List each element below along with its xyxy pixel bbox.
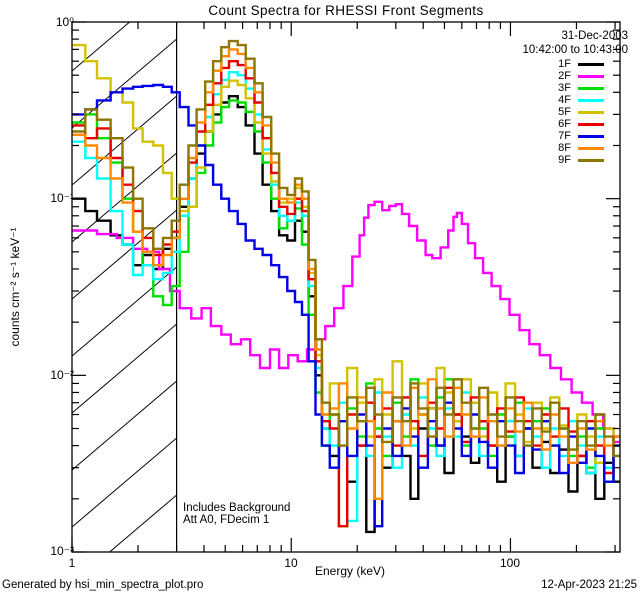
legend-item-6f: 6F — [551, 118, 604, 130]
legend-label: 9F — [558, 154, 571, 166]
axis-ticks — [71, 21, 620, 553]
legend-color-swatch — [578, 98, 604, 102]
legend-label: 4F — [558, 94, 571, 106]
legend-item-5f: 5F — [551, 106, 604, 118]
legend-color-swatch — [578, 134, 604, 138]
series-9F — [72, 39, 620, 458]
plot-title: Count Spectra for RHESSI Front Segments — [208, 3, 484, 18]
legend-label: 6F — [558, 118, 571, 130]
legend-color-swatch — [578, 74, 604, 78]
legend-item-4f: 4F — [551, 94, 604, 106]
legend-label: 1F — [558, 58, 571, 70]
plot-border — [71, 21, 621, 553]
legend-item-1f: 1F — [551, 58, 604, 70]
legend-label: 8F — [558, 142, 571, 154]
legend-color-swatch — [578, 62, 604, 66]
y-tick-label-1e-2: 10⁻² — [50, 368, 74, 382]
render-timestamp: 12-Apr-2023 21:25 — [541, 579, 637, 591]
legend-label: 3F — [558, 82, 571, 94]
legend-color-swatch — [578, 110, 604, 114]
legend-item-9f: 9F — [551, 154, 604, 166]
x-tick-label-10: 10 — [284, 556, 298, 570]
legend-color-swatch — [578, 86, 604, 90]
legend-item-7f: 7F — [551, 130, 604, 142]
legend-color-swatch — [578, 146, 604, 150]
legend-item-2f: 2F — [551, 70, 604, 82]
series-group — [72, 39, 620, 534]
legend-item-3f: 3F — [551, 82, 604, 94]
legend-label: 5F — [558, 106, 571, 118]
legend-label: 7F — [558, 130, 571, 142]
y-tick-label-1e-3: 10⁻³ — [50, 544, 74, 558]
legend-color-swatch — [578, 158, 604, 162]
observation-date: 31-Dec-2003 — [561, 30, 628, 42]
series-2F — [72, 200, 620, 444]
legend-item-8f: 8F — [551, 142, 604, 154]
generator-credit: Generated by hsi_min_spectra_plot.pro — [2, 579, 204, 591]
x-tick-label-100: 100 — [499, 556, 521, 570]
legend-color-swatch — [578, 122, 604, 126]
x-axis-label: Energy (keV) — [314, 564, 386, 578]
y-axis-label: counts cm⁻² s⁻¹ keV⁻¹ — [8, 227, 22, 347]
legend-label: 2F — [558, 70, 571, 82]
annotation-background: Includes Background — [183, 502, 291, 514]
observation-time-range: 10:42:00 to 10:43:00 — [522, 44, 628, 56]
y-tick-label-1e0: 10⁰ — [55, 15, 74, 29]
y-tick-label-1e-1: 10⁻¹ — [50, 191, 74, 205]
x-tick-label-1: 1 — [68, 556, 76, 570]
annotation-attenuator: Att A0, FDecim 1 — [183, 514, 270, 526]
